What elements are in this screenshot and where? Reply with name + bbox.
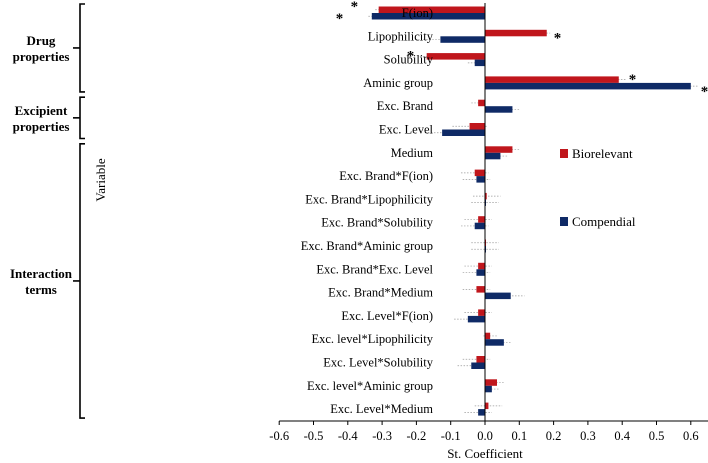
x-tick-label-0-6: -0.6 [269,429,289,443]
category-label-exc-level-f-ion: Exc. Level*F(ion) [341,309,433,323]
bar-biorelevant-exc-level-lipophilicity [485,332,491,340]
bar-biorelevant-solubility [426,53,485,60]
significance-star-compendial-f-ion: * [336,11,344,27]
x-tick-label-0-4: 0.4 [614,429,630,443]
group-label-interaction-terms: Interaction terms [10,266,73,297]
bar-compendial-exc-level-medium [478,409,485,416]
category-label-exc-brand-aminic-group: Exc. Brand*Aminic group [301,239,433,253]
bar-biorelevant-exc-brand-solubility [478,216,485,223]
bar-biorelevant-exc-brand [478,99,485,107]
bar-biorelevant-exc-brand-lipophilicity [485,192,487,200]
bar-biorelevant-aminic-group [485,76,619,83]
category-label-exc-brand-lipophilicity: Exc. Brand*Lipophilicity [305,192,434,206]
category-label-medium: Medium [391,146,434,160]
category-label-solubility: Solubility [384,53,434,67]
group-label-line: Interaction [10,266,73,281]
category-label-exc-level-medium: Exc. Level*Medium [330,402,433,416]
category-labels-layer: F(ion) Lipophilicity Solubility Aminic grou… [301,6,434,416]
x-tick-label-0-2: 0.2 [546,429,562,443]
significance-star-biorelevant-aminic-group: * [629,72,637,88]
significance-star-biorelevant-lipophilicity: * [554,30,562,46]
y-axis-title: Variable [93,158,108,202]
significance-star-biorelevant-f-ion: * [351,0,359,15]
category-label-exc-brand-f-ion: Exc. Brand*F(ion) [339,169,433,183]
bar-compendial-solubility [474,59,485,67]
category-label-exc-level: Exc. Level [379,123,434,137]
group-label-line: properties [13,49,70,64]
error-whiskers-layer [368,9,698,413]
bar-compendial-exc-level-f-ion [467,315,485,323]
bar-compendial-exc-brand-f-ion [476,176,485,183]
group-label-line: properties [13,119,70,134]
x-tick-label-0-1: 0.1 [511,429,527,443]
bar-biorelevant-f-ion [378,6,485,13]
bar-compendial-exc-brand-medium [485,292,511,300]
bar-compendial-medium [485,152,501,160]
bar-compendial-exc-brand-exc-level [476,269,485,276]
x-tick-label-0-3: 0.3 [580,429,596,443]
category-label-exc-level-aminic-group: Exc. level*Aminic group [307,379,433,393]
legend-label-compendial: Compendial [572,214,636,229]
significance-star-compendial-aminic-group: * [701,84,708,100]
axes-layer: -0.6 -0.5 -0.4 -0.3 -0.2 -0.1 0.0 0.1 0.2 0.3 0.4 0… [269,3,708,443]
x-tick-label-0-5: -0.5 [304,429,324,443]
x-tick-label-0-4: -0.4 [338,429,359,443]
bar-biorelevant-exc-level-f-ion [478,309,485,316]
bar-compendial-aminic-group [485,82,691,90]
legend-swatch-biorelevant [560,149,568,158]
bar-biorelevant-exc-level [469,123,485,130]
x-tick-label-0-3: -0.3 [372,429,392,443]
bar-compendial-lipophilicity [440,36,485,43]
bars-layer: * * * * * * [336,0,708,416]
legend-label-biorelevant: Biorelevant [572,146,633,161]
bar-compendial-exc-level-solubility [471,362,485,369]
bar-biorelevant-exc-level-medium [485,402,489,410]
category-label-lipophilicity: Lipophilicity [368,29,434,43]
category-label-exc-level-solubility: Exc. Level*Solubility [323,356,433,370]
group-bracket-interaction-terms [79,143,85,419]
legend-swatch-compendial [560,217,568,226]
significance-star-biorelevant-solubility: * [407,49,415,65]
x-axis-title: St. Coefficient [447,446,523,461]
category-label-exc-brand-medium: Exc. Brand*Medium [328,286,433,300]
x-tick-label-0-6: 0.6 [683,429,699,443]
bar-compendial-exc-level-aminic-group [485,385,492,393]
bar-biorelevant-exc-level-solubility [476,356,485,363]
category-label-exc-level-lipophilicity: Exc. level*Lipophilicity [312,332,434,346]
bar-biorelevant-exc-brand-medium [476,286,485,293]
x-tick-label-0-1: -0.1 [441,429,461,443]
bar-compendial-exc-brand [485,106,513,113]
bar-biorelevant-medium [485,146,513,153]
bar-compendial-f-ion [371,13,485,20]
bar-biorelevant-exc-brand-exc-level [478,262,485,270]
group-bracket-drug-properties [79,3,85,93]
x-tick-label-0-2: -0.2 [407,429,427,443]
group-label-line: Excipient [15,103,68,118]
group-label-line: terms [25,282,57,297]
bar-biorelevant-exc-brand-f-ion [474,169,485,177]
category-label-exc-brand-exc-level: Exc. Brand*Exc. Level [316,262,433,276]
category-label-exc-brand-solubility: Exc. Brand*Solubility [321,216,434,230]
bar-biorelevant-lipophilicity [485,29,547,37]
bar-compendial-exc-level [442,129,485,136]
bar-compendial-exc-level-lipophilicity [485,339,504,346]
group-label-drug-properties: Drug properties [13,33,70,64]
bar-biorelevant-exc-level-aminic-group [485,379,498,386]
group-label-line: Drug [27,33,56,48]
category-label-f-ion: F(ion) [402,6,433,20]
group-label-excipient-properties: Excipient properties [13,103,70,134]
x-tick-label-0-0: 0.0 [477,429,493,443]
category-label-aminic-group: Aminic group [363,76,433,90]
legend: Biorelevant Compendial [560,146,636,229]
x-tick-label-0-5: 0.5 [649,429,665,443]
bar-compendial-exc-brand-solubility [474,222,485,230]
category-label-exc-brand: Exc. Brand [377,99,434,113]
group-bracket-excipient-properties [79,96,85,140]
